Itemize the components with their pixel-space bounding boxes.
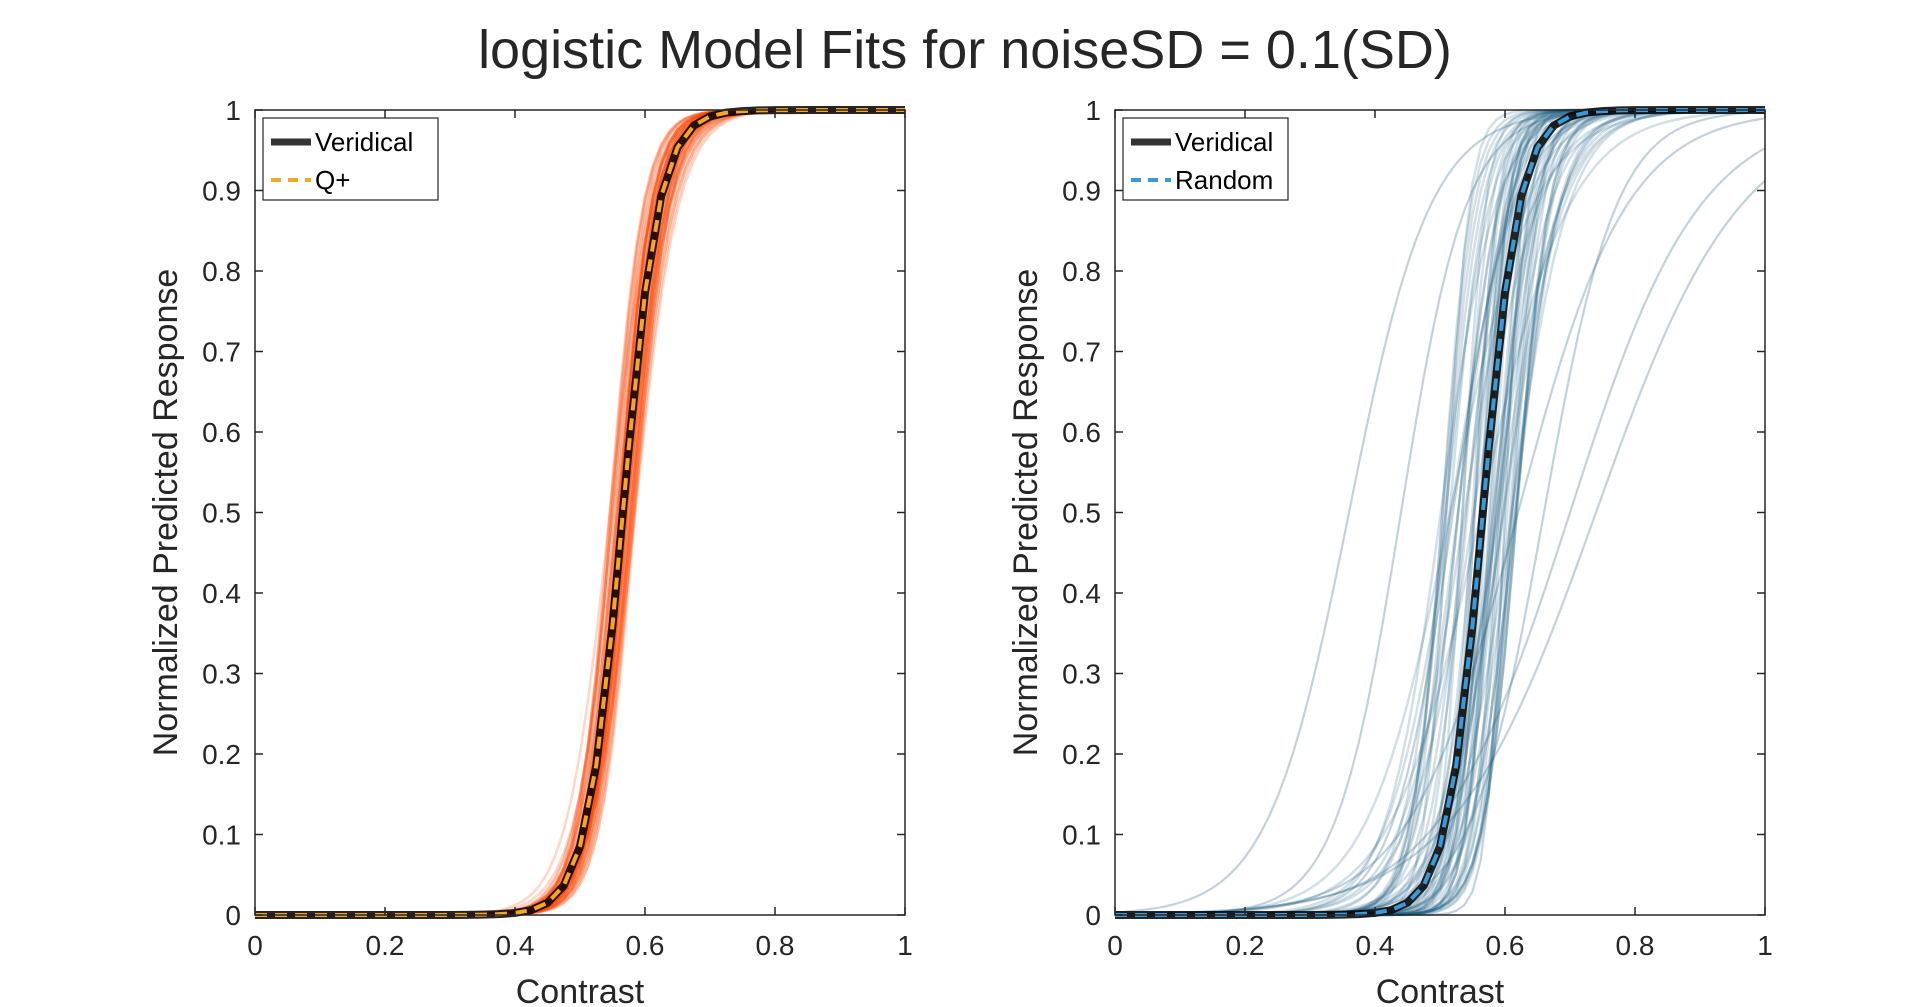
y-axis-label: Normalized Predicted Response (1007, 269, 1045, 757)
legend-entry-label: Random (1175, 165, 1273, 195)
y-tick-label: 0.5 (1062, 498, 1101, 529)
legend: Veridical Random (1122, 117, 1289, 201)
x-tick-label: 0.6 (1486, 930, 1525, 961)
y-tick-label: 1 (225, 95, 241, 126)
ensemble-curve (255, 108, 905, 917)
legend-box (1122, 117, 1289, 201)
y-tick-label: 0.7 (202, 337, 241, 368)
x-tick-label: 0.4 (496, 930, 535, 961)
ensemble-curves (1114, 108, 1766, 917)
x-tick-label: 0 (1107, 930, 1123, 961)
x-tick-label: 0.2 (366, 930, 405, 961)
y-tick-label: 0 (1085, 900, 1101, 931)
legend-entry-label: Veridical (1175, 127, 1273, 157)
y-tick-label: 0.6 (1062, 417, 1101, 448)
x-tick-label: 0.4 (1356, 930, 1395, 961)
y-tick-label: 0.1 (202, 820, 241, 851)
y-axis-label: Normalized Predicted Response (147, 269, 185, 757)
x-tick-label: 0 (247, 930, 263, 961)
chart-panel-random: 0 0.2 0.4 0.6 0.8 1 0 0.1 0.2 0.3 0.4 0.5 0.6 0.7 0.8 0… (1007, 95, 1773, 1007)
y-tick-label: 0.4 (202, 578, 241, 609)
ensemble-curve (1115, 108, 1765, 917)
y-tick-label: 0.8 (202, 256, 241, 287)
y-tick-label: 0.3 (1062, 659, 1101, 690)
x-tick-label: 1 (897, 930, 913, 961)
y-tick-label: 0.6 (202, 417, 241, 448)
figure-title: logistic Model Fits for noiseSD = 0.1(SD… (478, 20, 1452, 80)
x-tick-label: 0.8 (756, 930, 795, 961)
legend-box (262, 117, 439, 201)
x-tick-label: 0.6 (626, 930, 665, 961)
y-tick-label: 1 (1085, 95, 1101, 126)
y-tick-label: 0.8 (1062, 256, 1101, 287)
legend-entry-label: Q+ (315, 165, 350, 195)
x-axis-label: Contrast (1376, 973, 1505, 1007)
y-tick-label: 0.9 (1062, 176, 1101, 207)
y-tick-label: 0.3 (202, 659, 241, 690)
legend: Veridical Q+ (262, 117, 439, 201)
ensemble-curves (255, 108, 905, 917)
legend-entry-label: Veridical (315, 127, 413, 157)
chart-panel-qplus: 0 0.2 0.4 0.6 0.8 1 0 0.1 0.2 0.3 0.4 0.5 0.6 0.7 0.8 0… (147, 95, 913, 1007)
y-tick-label: 0.1 (1062, 820, 1101, 851)
y-tick-label: 0.7 (1062, 337, 1101, 368)
y-tick-label: 0 (225, 900, 241, 931)
y-tick-label: 0.2 (1062, 739, 1101, 770)
x-tick-label: 1 (1757, 930, 1773, 961)
y-tick-label: 0.5 (202, 498, 241, 529)
y-tick-label: 0.9 (202, 176, 241, 207)
y-tick-label: 0.4 (1062, 578, 1101, 609)
x-tick-label: 0.2 (1226, 930, 1265, 961)
x-tick-label: 0.8 (1616, 930, 1655, 961)
x-axis-label: Contrast (516, 973, 645, 1007)
y-tick-label: 0.2 (202, 739, 241, 770)
